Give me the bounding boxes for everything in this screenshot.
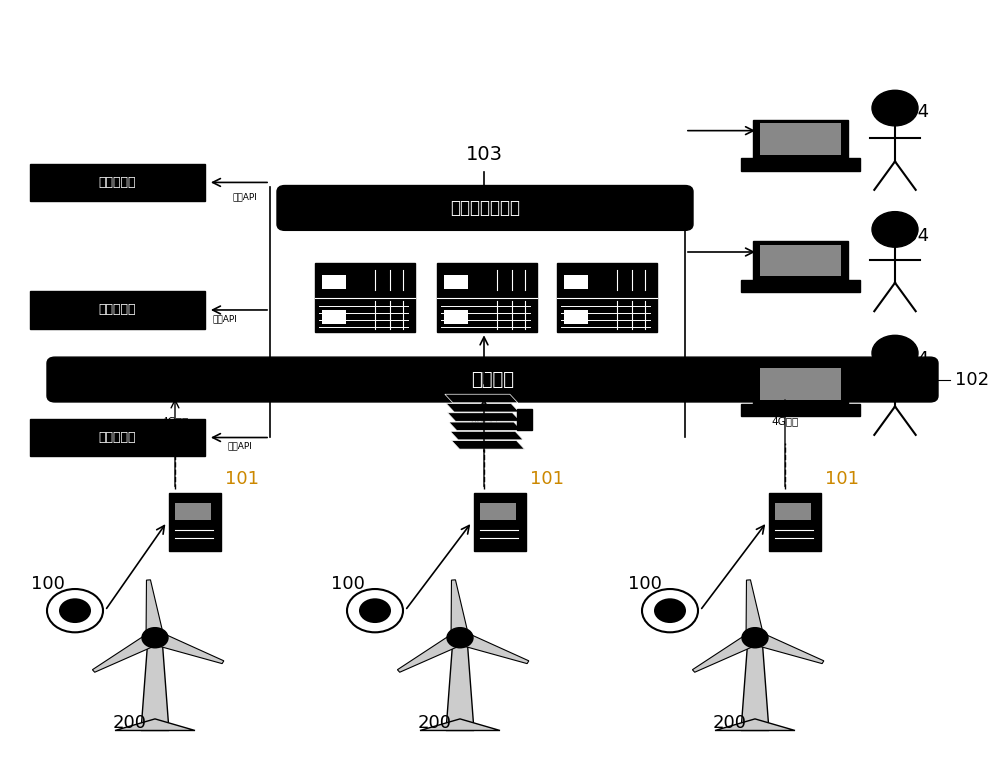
Circle shape (47, 589, 103, 632)
Text: 集团内应用: 集团内应用 (99, 304, 136, 316)
Polygon shape (115, 719, 195, 730)
Text: 104: 104 (895, 350, 929, 369)
Bar (760, 369, 841, 400)
Text: 104: 104 (895, 226, 929, 245)
Text: 标准API: 标准API (228, 441, 252, 451)
Bar (30, 419, 205, 456)
Text: 4G网络: 4G网络 (771, 417, 799, 426)
Bar (564, 275, 588, 288)
Bar (30, 164, 205, 201)
Text: 集团内应用: 集团内应用 (99, 431, 136, 444)
FancyBboxPatch shape (277, 186, 693, 230)
Bar (740, 158, 860, 171)
Bar (474, 493, 526, 550)
Text: 101: 101 (825, 470, 859, 489)
Bar (444, 275, 468, 288)
Text: 100: 100 (31, 574, 65, 593)
Bar (760, 124, 841, 155)
Circle shape (872, 335, 918, 371)
Polygon shape (420, 719, 500, 730)
Polygon shape (448, 413, 520, 421)
Bar (315, 263, 415, 332)
Polygon shape (141, 638, 169, 730)
Text: 4G网络: 4G网络 (161, 417, 189, 426)
Text: 104: 104 (895, 103, 929, 121)
Polygon shape (397, 632, 465, 673)
Polygon shape (452, 441, 524, 449)
Text: 后端解析服务器: 后端解析服务器 (450, 199, 520, 217)
Bar (740, 280, 860, 292)
Text: 集团网关: 集团网关 (471, 370, 514, 389)
Polygon shape (692, 632, 760, 673)
Bar (753, 120, 848, 158)
Bar (740, 404, 860, 416)
Bar (444, 310, 468, 325)
Bar (175, 503, 211, 520)
Bar (760, 245, 841, 276)
Polygon shape (715, 719, 795, 730)
Circle shape (142, 628, 168, 648)
Bar (775, 503, 811, 520)
Polygon shape (92, 632, 160, 673)
Text: 100: 100 (331, 574, 365, 593)
Bar (437, 263, 537, 332)
Text: 200: 200 (113, 713, 147, 732)
Bar (516, 408, 532, 430)
Circle shape (59, 598, 91, 623)
Bar (30, 291, 205, 329)
Bar (564, 310, 588, 325)
Polygon shape (456, 632, 529, 664)
Circle shape (642, 589, 698, 632)
Circle shape (654, 598, 686, 623)
Polygon shape (746, 580, 764, 638)
Text: 200: 200 (713, 713, 747, 732)
Polygon shape (446, 404, 519, 412)
Polygon shape (446, 638, 474, 730)
Circle shape (359, 598, 391, 623)
Bar (753, 365, 848, 404)
Polygon shape (445, 394, 518, 403)
Circle shape (742, 628, 768, 648)
Circle shape (447, 628, 473, 648)
Polygon shape (146, 580, 164, 638)
Polygon shape (450, 431, 523, 440)
Text: 200: 200 (418, 713, 452, 732)
Polygon shape (449, 422, 522, 431)
Bar (169, 493, 221, 550)
Polygon shape (741, 638, 769, 730)
Text: 101: 101 (225, 470, 259, 489)
Bar (753, 241, 848, 280)
Polygon shape (751, 632, 824, 664)
Text: 100: 100 (628, 574, 662, 593)
Text: 103: 103 (466, 145, 503, 164)
Bar (322, 310, 346, 325)
Circle shape (347, 589, 403, 632)
Text: 101: 101 (530, 470, 564, 489)
Text: 4G网络: 4G网络 (470, 417, 498, 426)
Bar (322, 275, 346, 288)
Text: 标准API: 标准API (213, 314, 237, 323)
Bar (557, 263, 657, 332)
Bar (480, 503, 516, 520)
Circle shape (872, 212, 918, 247)
Text: 标准API: 标准API (233, 192, 257, 202)
Text: 102: 102 (955, 370, 989, 389)
Polygon shape (151, 632, 224, 664)
Circle shape (872, 90, 918, 126)
FancyBboxPatch shape (47, 357, 938, 402)
Polygon shape (451, 580, 469, 638)
Bar (769, 493, 821, 550)
Text: 集团内应用: 集团内应用 (99, 176, 136, 189)
